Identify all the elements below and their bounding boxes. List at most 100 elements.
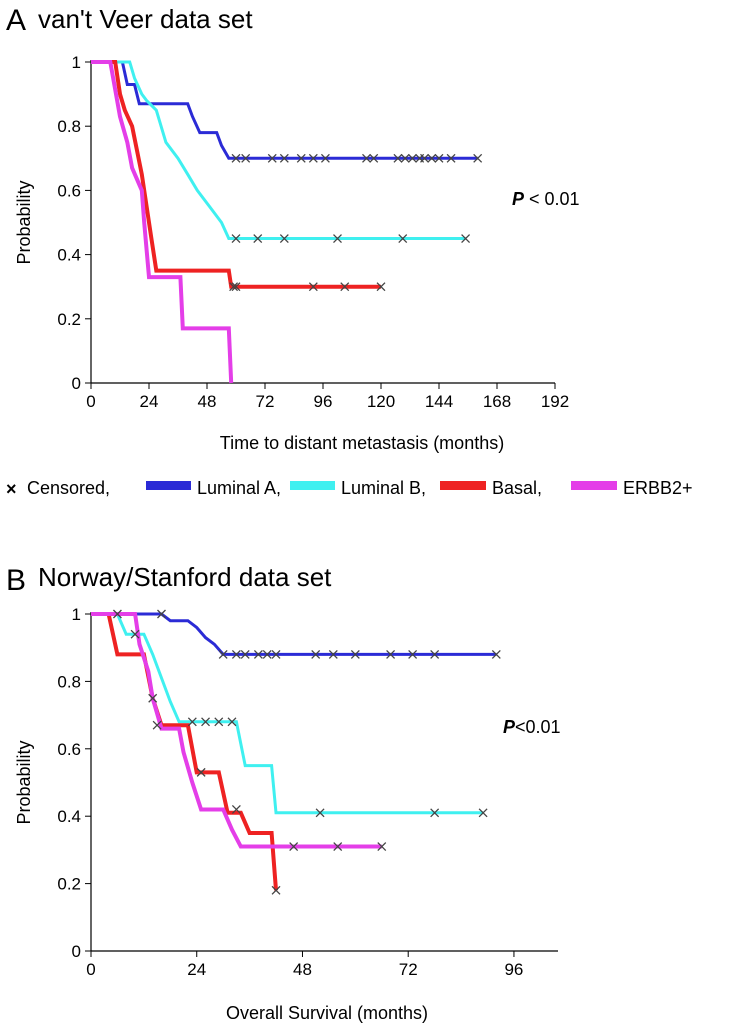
panel-b-censor-mark-luminal-a-0 xyxy=(112,609,122,619)
panel-a-x-axis-label: Time to distant metastasis (months) xyxy=(220,433,504,453)
panel-b-y-tick-0-6: 0.6 xyxy=(57,740,81,759)
panel-a-y-tick-0-8: 0.8 xyxy=(57,117,81,136)
panel-a-censor-mark-luminal-b-2 xyxy=(279,234,289,244)
panel-a-censor-mark-luminal-a-8 xyxy=(369,153,379,163)
panel-b-censor-mark-basal-3 xyxy=(271,885,281,895)
legend-item-censored: Censored, xyxy=(27,478,110,498)
panel-a-series-luminal-a xyxy=(91,60,478,160)
panel-b-censor-mark-luminal-a-5 xyxy=(253,649,263,659)
panel-b-censor-mark-basal-0 xyxy=(148,693,158,703)
panel-b-y-tick-0: 0 xyxy=(72,942,81,961)
panel-b-series-basal xyxy=(91,612,278,891)
panel-b-censor-mark-luminal-a-3 xyxy=(231,649,241,659)
panel-a-censor-mark-luminal-a-15 xyxy=(434,153,444,163)
panel-b-censor-mark-luminal-a-1 xyxy=(157,609,166,619)
panel-a-censor-mark-basal-1 xyxy=(231,282,241,292)
panel-b-p-value-symbol: P xyxy=(503,717,516,737)
panel-a-censor-mark-luminal-a-9 xyxy=(393,153,403,163)
panel-a-x-tick-144: 144 xyxy=(425,392,453,411)
panel-b: B Norway/Stanford data set 0 24 48 72 96 0 0.2 0.… xyxy=(6,562,561,1023)
panel-a-y-tick-0: 0 xyxy=(72,374,81,393)
panel-a-censor-mark-luminal-b-4 xyxy=(398,234,408,244)
panel-a-censor-mark-luminal-a-13 xyxy=(420,153,429,163)
panel-a-censor-mark-luminal-a-1 xyxy=(241,153,251,163)
panel-b-censor-mark-erbb2-0 xyxy=(152,720,162,730)
panel-b-x-tick-24: 24 xyxy=(187,960,206,979)
panel-a-series-basal xyxy=(91,60,381,289)
panel-a-censor-mark-luminal-b-0 xyxy=(231,234,241,244)
legend: × Censored, Luminal A, Luminal B, Basal, ERBB… xyxy=(6,478,693,499)
panel-b-x-axis-label: Overall Survival (months) xyxy=(226,1003,428,1023)
panel-b-censor-mark-erbb2-2 xyxy=(333,842,343,851)
panel-b-series-luminal-b xyxy=(91,612,484,815)
panel-b-censor-mark-luminal-a-14 xyxy=(491,649,501,659)
panel-b-p-value: P<0.01 xyxy=(503,717,561,737)
panel-a-x-tick-0: 0 xyxy=(86,392,95,411)
panel-a-title: van't Veer data set xyxy=(38,4,253,34)
legend-item-erbb2: ERBB2+ xyxy=(623,478,693,498)
panel-b-x-tick-0: 0 xyxy=(86,960,95,979)
panel-a-x-tick-48: 48 xyxy=(198,392,217,411)
panel-b-censor-mark-basal-1 xyxy=(196,767,206,777)
panel-a-y-tick-0-2: 0.2 xyxy=(57,310,81,329)
panel-a-censor-mark-basal-4 xyxy=(376,282,386,292)
panel-b-y-tick-0-2: 0.2 xyxy=(57,875,81,894)
panel-b-censor-mark-luminal-b-4 xyxy=(227,717,237,727)
panel-b-censor-mark-luminal-a-13 xyxy=(430,649,440,659)
panel-b-letter: B xyxy=(6,564,26,597)
panel-a-censor-mark-basal-2 xyxy=(308,282,318,292)
legend-censor-icon: × xyxy=(6,479,17,499)
panel-a-censor-mark-basal-0 xyxy=(229,282,239,292)
legend-item-basal: Basal, xyxy=(492,478,542,498)
panel-a-x-tick-96: 96 xyxy=(314,392,333,411)
panel-a-letter: A xyxy=(6,4,26,37)
panel-b-y-tick-0-8: 0.8 xyxy=(57,672,81,691)
panel-a-censor-mark-luminal-a-2 xyxy=(267,153,277,163)
legend-swatch-erbb2 xyxy=(571,481,617,490)
panel-a-censor-mark-luminal-a-11 xyxy=(407,153,417,163)
panel-a-p-value-text: < 0.01 xyxy=(524,189,580,209)
panel-a-p-value-symbol: P xyxy=(512,189,525,209)
panel-a-censor-mark-luminal-a-5 xyxy=(308,153,318,163)
panel-a-censor-mark-luminal-a-10 xyxy=(400,153,410,163)
panel-a-censor-mark-luminal-a-4 xyxy=(296,153,306,163)
legend-swatch-basal xyxy=(440,481,486,490)
panel-b-y-axis-label: Probability xyxy=(14,740,34,824)
panel-a-y-axis-label: Probability xyxy=(14,180,34,264)
panel-a-censor-mark-luminal-b-5 xyxy=(461,234,471,244)
panel-a-y-tick-0-4: 0.4 xyxy=(57,246,81,265)
panel-a-y-tick-1: 1 xyxy=(72,53,81,72)
panel-b-censor-mark-luminal-a-8 xyxy=(311,649,321,659)
panel-b-censor-mark-luminal-a-2 xyxy=(218,649,228,659)
panel-b-y-tick-0-4: 0.4 xyxy=(57,807,81,826)
panel-b-censor-mark-luminal-b-2 xyxy=(201,717,211,727)
panel-a-series-erbb2 xyxy=(91,60,234,384)
panel-b-censor-mark-luminal-b-6 xyxy=(430,808,440,818)
panel-b-censor-mark-erbb2-1 xyxy=(289,842,299,851)
panel-a-censor-mark-luminal-a-14 xyxy=(427,153,437,163)
panel-a-x-tick-192: 192 xyxy=(541,392,569,411)
panel-a-p-value: P < 0.01 xyxy=(512,189,580,209)
panel-b-y-tick-1: 1 xyxy=(72,605,81,624)
panel-a-x-tick-24: 24 xyxy=(140,392,159,411)
panel-a-x-tick-72: 72 xyxy=(256,392,275,411)
panel-b-censor-mark-luminal-b-0 xyxy=(130,629,140,639)
panel-b-censor-mark-luminal-a-12 xyxy=(408,649,418,659)
panel-b-censor-mark-luminal-a-10 xyxy=(350,649,360,659)
panel-a-censor-mark-luminal-a-6 xyxy=(320,153,330,163)
panel-a-censor-mark-luminal-a-7 xyxy=(362,153,371,163)
panel-a-x-tick-120: 120 xyxy=(367,392,395,411)
panel-b-series-luminal-a xyxy=(91,612,497,656)
panel-a-censor-mark-luminal-b-3 xyxy=(333,234,342,244)
panel-b-p-value-text: <0.01 xyxy=(515,717,561,737)
panel-b-censor-mark-luminal-b-7 xyxy=(478,808,488,818)
panel-b-censor-mark-luminal-a-6 xyxy=(262,649,272,659)
panel-a-censor-mark-luminal-a-17 xyxy=(473,153,483,163)
panel-a-series-luminal-b xyxy=(91,60,466,240)
legend-item-luminal-a: Luminal A, xyxy=(197,478,281,498)
panel-b-x-tick-72: 72 xyxy=(399,960,418,979)
panel-a-censor-mark-luminal-a-0 xyxy=(231,153,241,163)
panel-b-censor-mark-luminal-a-11 xyxy=(386,649,396,659)
